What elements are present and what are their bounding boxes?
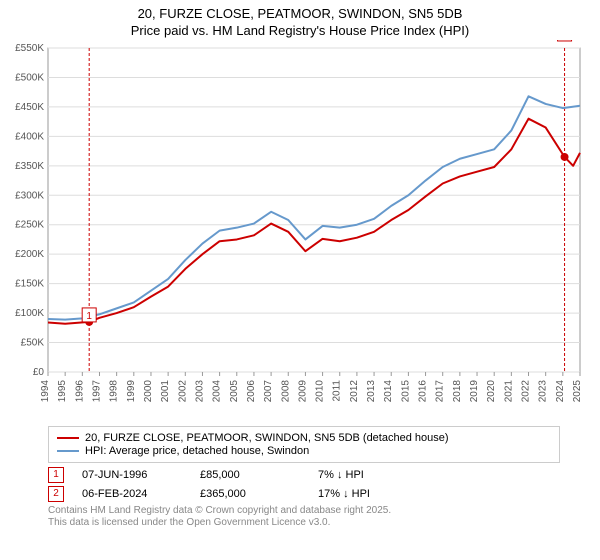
svg-text:1994: 1994	[40, 379, 51, 402]
svg-text:£400K: £400K	[15, 131, 44, 142]
svg-text:2011: 2011	[332, 379, 343, 401]
svg-text:2000: 2000	[143, 379, 154, 402]
svg-text:2014: 2014	[383, 379, 394, 402]
svg-text:2003: 2003	[194, 379, 205, 402]
title-line2: Price paid vs. HM Land Registry's House …	[0, 23, 600, 40]
legend-row: HPI: Average price, detached house, Swin…	[57, 445, 551, 457]
title-line1: 20, FURZE CLOSE, PEATMOOR, SWINDON, SN5 …	[0, 6, 600, 23]
legend-label: 20, FURZE CLOSE, PEATMOOR, SWINDON, SN5 …	[85, 432, 449, 444]
svg-text:2021: 2021	[503, 379, 514, 402]
marker-price: £365,000	[200, 488, 300, 500]
svg-text:2025: 2025	[572, 379, 583, 402]
svg-text:1995: 1995	[57, 379, 68, 402]
svg-text:2013: 2013	[366, 379, 377, 402]
legend-swatch	[57, 437, 79, 439]
svg-text:2017: 2017	[435, 379, 446, 402]
marker-table: 1 07-JUN-1996 £85,000 7% ↓ HPI 2 06-FEB-2024 £…	[48, 467, 560, 502]
marker-number-box: 2	[48, 486, 64, 502]
svg-text:£350K: £350K	[15, 161, 44, 172]
marker-number-box: 1	[48, 467, 64, 483]
svg-text:2023: 2023	[538, 379, 549, 402]
svg-text:£250K: £250K	[15, 220, 44, 231]
svg-text:£200K: £200K	[15, 249, 44, 260]
svg-text:2009: 2009	[297, 379, 308, 402]
marker-row: 1 07-JUN-1996 £85,000 7% ↓ HPI	[48, 467, 560, 483]
svg-text:£450K: £450K	[15, 102, 44, 113]
legend-swatch	[57, 450, 79, 452]
marker-date: 07-JUN-1996	[82, 469, 182, 481]
svg-text:2018: 2018	[452, 379, 463, 402]
svg-text:£50K: £50K	[21, 337, 45, 348]
svg-text:£150K: £150K	[15, 278, 44, 289]
legend-label: HPI: Average price, detached house, Swin…	[85, 445, 309, 457]
svg-text:2: 2	[562, 40, 568, 41]
svg-text:1998: 1998	[109, 379, 120, 402]
svg-text:2004: 2004	[212, 379, 223, 402]
footnote-line2: This data is licensed under the Open Gov…	[48, 517, 560, 529]
footnote-line1: Contains HM Land Registry data © Crown c…	[48, 505, 560, 517]
svg-text:2012: 2012	[349, 379, 360, 402]
footnote: Contains HM Land Registry data © Crown c…	[48, 505, 560, 529]
marker-date: 06-FEB-2024	[82, 488, 182, 500]
svg-text:2005: 2005	[229, 379, 240, 402]
svg-text:£100K: £100K	[15, 308, 44, 319]
svg-text:1999: 1999	[126, 379, 137, 402]
svg-text:2007: 2007	[263, 379, 274, 402]
svg-text:£500K: £500K	[15, 72, 44, 83]
svg-text:2015: 2015	[400, 379, 411, 402]
svg-text:1997: 1997	[91, 379, 102, 402]
svg-text:2020: 2020	[486, 379, 497, 402]
svg-text:2002: 2002	[177, 379, 188, 402]
svg-text:2016: 2016	[418, 379, 429, 402]
svg-text:2008: 2008	[280, 379, 291, 402]
svg-text:2024: 2024	[555, 379, 566, 402]
legend: 20, FURZE CLOSE, PEATMOOR, SWINDON, SN5 …	[48, 426, 560, 463]
chart-area: £0 £50K £100K £150K £200K £250K £300K £350K £400…	[0, 40, 600, 420]
marker-delta: 17% ↓ HPI	[318, 488, 418, 500]
marker-price: £85,000	[200, 469, 300, 481]
svg-text:2010: 2010	[315, 379, 326, 402]
svg-text:£0: £0	[33, 367, 45, 378]
marker-row: 2 06-FEB-2024 £365,000 17% ↓ HPI	[48, 486, 560, 502]
svg-text:2019: 2019	[469, 379, 480, 402]
svg-text:£550K: £550K	[15, 43, 44, 54]
svg-text:2022: 2022	[521, 379, 532, 402]
svg-text:2001: 2001	[160, 379, 171, 402]
line-chart: £0 £50K £100K £150K £200K £250K £300K £350K £400…	[0, 40, 600, 420]
svg-text:£300K: £300K	[15, 190, 44, 201]
svg-text:1: 1	[86, 311, 92, 322]
legend-row: 20, FURZE CLOSE, PEATMOOR, SWINDON, SN5 …	[57, 432, 551, 444]
svg-text:1996: 1996	[74, 379, 85, 402]
chart-title: 20, FURZE CLOSE, PEATMOOR, SWINDON, SN5 …	[0, 0, 600, 40]
svg-text:2006: 2006	[246, 379, 257, 402]
marker-delta: 7% ↓ HPI	[318, 469, 418, 481]
